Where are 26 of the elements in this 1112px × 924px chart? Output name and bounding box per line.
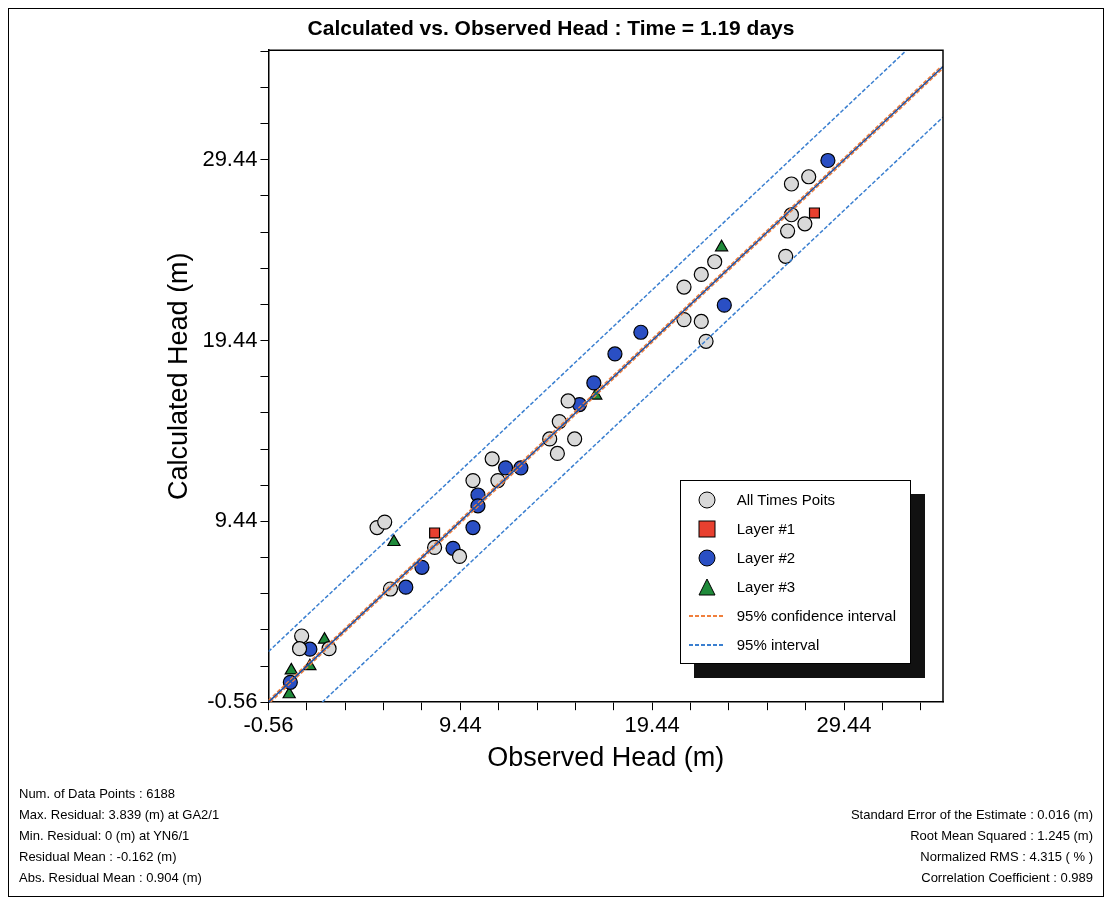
- x-axis-title: Observed Head (m): [487, 742, 725, 773]
- x-tick-label: 19.44: [624, 712, 680, 738]
- legend-label: Layer #2: [736, 549, 796, 567]
- text: Correlation Coefficient : 0.989: [920, 869, 1093, 887]
- x-tick-label: -0.56: [243, 712, 294, 738]
- legend-label: All Times Poits: [736, 491, 836, 509]
- legend-label: Layer #1: [736, 520, 796, 538]
- y-tick-label: 29.44: [202, 145, 258, 171]
- text: Abs. Residual Mean : 0.904 (m): [19, 869, 203, 887]
- text: Normalized RMS : 4.315 ( % ): [919, 848, 1093, 866]
- legend-label: 95% confidence interval: [736, 607, 896, 625]
- text: Standard Error of the Estimate : 0.016 (m): [850, 806, 1093, 824]
- chart-title: Calculated vs. Observed Head : Time = 1.19 days: [307, 16, 795, 40]
- text: Min. Residual: 0 (m) at YN6/1: [19, 827, 191, 845]
- y-tick-label: 19.44: [202, 326, 258, 352]
- y-axis-title: Calculated Head (m): [162, 252, 193, 500]
- text: Root Mean Squared : 1.245 (m): [909, 827, 1093, 845]
- x-tick-label: 29.44: [816, 712, 872, 738]
- y-tick-label: 9.44: [214, 507, 258, 533]
- text: Num. of Data Points : 6188: [19, 785, 177, 803]
- text: Max. Residual: 3.839 (m) at GA2/1: [19, 806, 220, 824]
- x-tick-label: 9.44: [438, 712, 482, 738]
- legend-label: Layer #3: [736, 578, 796, 596]
- y-tick-label: -0.56: [207, 688, 258, 714]
- text: Residual Mean : -0.162 (m): [19, 848, 178, 866]
- legend-label: 95% interval: [736, 636, 820, 654]
